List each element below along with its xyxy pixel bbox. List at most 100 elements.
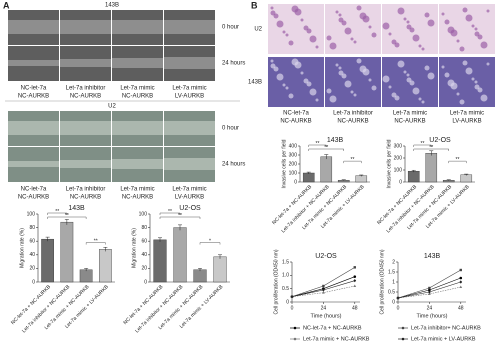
cell-stain xyxy=(412,34,420,42)
y-tick-label: 40 xyxy=(29,252,35,258)
significance-label: * xyxy=(209,238,211,244)
y-tick-label: 20 xyxy=(29,266,35,272)
cell-stain xyxy=(388,85,392,89)
scratch-gap xyxy=(112,159,163,169)
bar xyxy=(213,256,227,283)
cell-stain xyxy=(462,60,468,66)
scratch-gap xyxy=(164,121,215,135)
point xyxy=(396,296,400,300)
significance-bracket xyxy=(199,242,221,245)
cell-stain xyxy=(418,97,422,101)
cell-stain xyxy=(329,95,337,103)
y-tick-label: 100 xyxy=(394,167,403,173)
bar xyxy=(460,174,473,183)
cell-stain xyxy=(444,72,450,78)
cell-line-label: U2 xyxy=(108,104,116,110)
x-tick-label: 24 xyxy=(321,305,327,311)
x-tick-label: 0 xyxy=(397,305,400,311)
chart-title: 143B xyxy=(424,253,441,260)
cell-stain xyxy=(474,31,480,37)
point xyxy=(459,280,463,284)
y-tick-label: 60 xyxy=(29,239,35,245)
cell-stain xyxy=(486,62,490,66)
significance-bracket xyxy=(413,148,449,151)
point xyxy=(290,295,294,299)
cell-stain xyxy=(441,12,445,16)
cell-stain xyxy=(447,26,455,34)
y-tick-label: 300 xyxy=(394,143,403,149)
cell-stain xyxy=(486,9,490,13)
cell-stain xyxy=(456,39,460,43)
group-label: Let-7a mimic xyxy=(172,187,206,193)
y-tick-label: 100 xyxy=(27,211,36,217)
group-label: NC-AURKB xyxy=(337,119,368,125)
legend-label: NC-let-7a + NC-AURKB xyxy=(303,325,362,331)
cell-stain xyxy=(288,93,294,99)
bar xyxy=(79,269,93,283)
cell-stain xyxy=(285,33,289,37)
y-axis-label: Cell proliferation (OD450 nm) xyxy=(273,249,279,314)
y-tick-label: 0 xyxy=(32,279,35,285)
scratch-gap xyxy=(60,20,111,34)
scratch-gap xyxy=(8,161,59,167)
time-label: 24 hours xyxy=(222,61,245,67)
cell-stain xyxy=(270,6,274,10)
x-tick-label: 48 xyxy=(458,305,464,311)
cell-stain xyxy=(444,19,450,25)
cell-stain xyxy=(270,59,274,63)
y-tick-label: 0.5 xyxy=(388,289,395,295)
cell-stain xyxy=(291,5,299,13)
cell-stain xyxy=(309,88,317,96)
cell-stain xyxy=(315,45,319,49)
cell-stain xyxy=(421,47,425,51)
cell-stain xyxy=(474,84,480,90)
significance-bracket xyxy=(159,212,181,215)
group-label: LV-AURKB xyxy=(175,195,204,201)
cell-stain xyxy=(282,30,286,34)
significance-label: ** xyxy=(429,145,433,151)
point xyxy=(428,288,431,292)
significance-label: ** xyxy=(178,213,182,219)
cell-stain xyxy=(406,24,412,30)
cell-stain xyxy=(382,22,390,30)
y-tick-label: 20 xyxy=(141,266,147,272)
cell-stain xyxy=(350,37,354,41)
legend-marker xyxy=(401,326,405,330)
cell-stain xyxy=(344,27,352,35)
point xyxy=(459,285,463,288)
significance-bracket xyxy=(159,216,201,219)
group-label: NC-AURKB xyxy=(280,119,311,125)
group-label: Let-7a inhibitor xyxy=(66,86,106,92)
significance-label: ** xyxy=(94,238,98,244)
cell-stain xyxy=(338,13,342,17)
y-axis-label: Invasive cells per field xyxy=(281,139,287,188)
group-label: Let-7a mimic xyxy=(393,111,427,117)
group-label: Let-7a inhibitor xyxy=(66,187,106,193)
point xyxy=(353,266,356,269)
bar xyxy=(193,269,207,283)
scratch-gap xyxy=(112,20,163,34)
legend-marker xyxy=(293,326,297,330)
panel-label: B xyxy=(251,0,258,10)
group-label: Let-7a mimic xyxy=(450,111,484,117)
scratch-gap xyxy=(112,58,163,68)
point xyxy=(459,268,462,272)
y-tick-label: 1 xyxy=(392,279,395,285)
group-label: NC-let-7a xyxy=(283,111,309,117)
chart-title: 143B xyxy=(68,205,85,212)
scratch-gap xyxy=(164,158,215,170)
cell-stain xyxy=(447,79,455,87)
time-label: 0 hour xyxy=(222,25,239,31)
cell-stain xyxy=(459,99,465,105)
cell-stain xyxy=(368,78,372,82)
cell-stain xyxy=(270,63,276,69)
cell-stain xyxy=(456,92,460,96)
significance-label: ** xyxy=(168,209,172,215)
point xyxy=(427,292,431,295)
cell-stain xyxy=(391,92,397,98)
cell-stain xyxy=(359,12,367,20)
scratch-gap xyxy=(112,121,163,135)
y-tick-label: 100 xyxy=(289,170,298,176)
cell-stain xyxy=(338,17,344,23)
legend-label: Let-7a mimic + NC-AURKB xyxy=(303,336,370,342)
